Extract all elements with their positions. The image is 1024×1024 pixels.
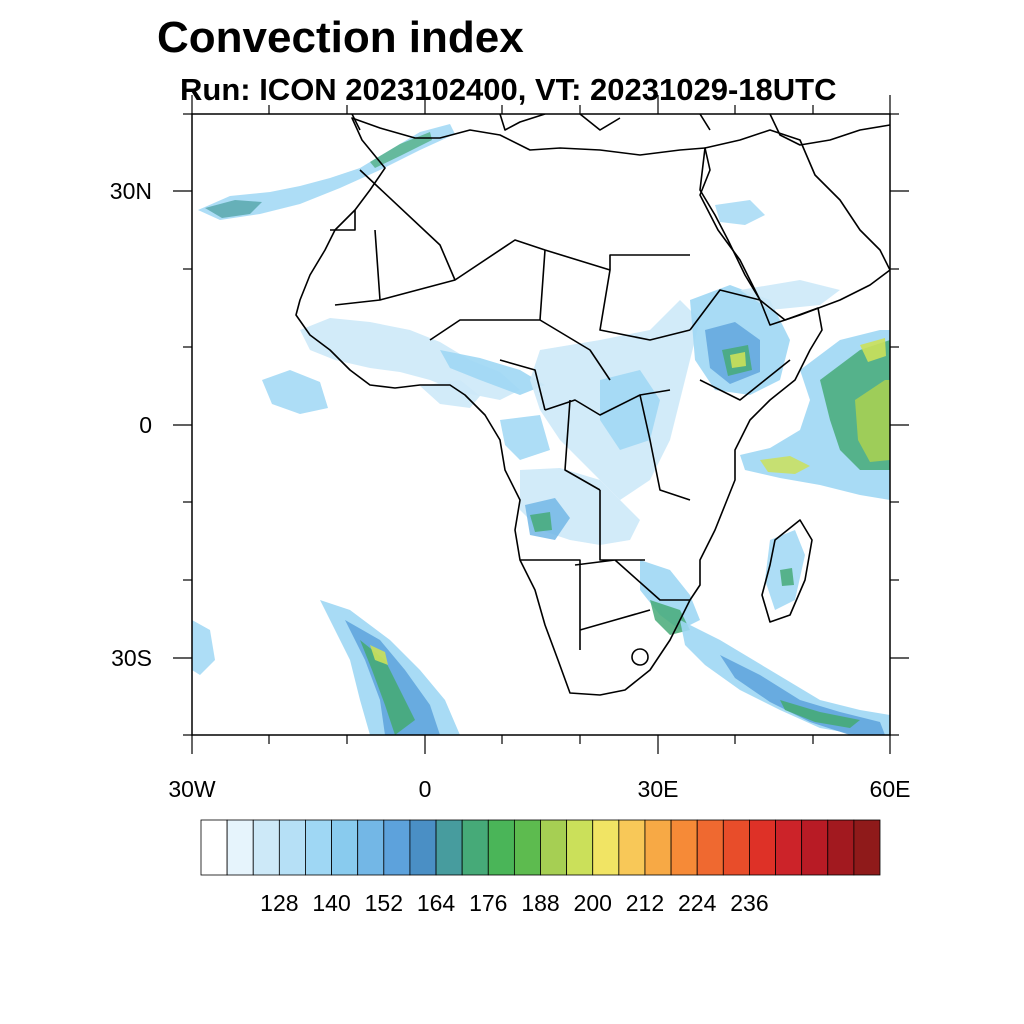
europe-coastline (351, 114, 890, 146)
field-area (640, 560, 700, 630)
field-area (600, 370, 660, 450)
field-area (650, 600, 690, 635)
field-area (192, 620, 215, 675)
field-area (760, 456, 810, 474)
field-area (730, 352, 746, 368)
colorbar-tick-label: 128 (260, 890, 299, 916)
colorbar-tick-label: 224 (678, 890, 717, 916)
lat-label-0: 0 (139, 412, 152, 438)
colorbar-swatch (722, 819, 750, 876)
map-title: Convection index (157, 13, 524, 62)
colorbar-tick-label: 152 (364, 890, 403, 916)
colorbar-swatch (670, 819, 698, 876)
colorbar-swatch (827, 819, 855, 876)
field-area (530, 512, 552, 532)
field-area (360, 640, 415, 735)
field-area (440, 350, 545, 395)
country-borders (330, 169, 791, 650)
colorbar-swatch (409, 819, 437, 876)
colorbar-swatch (513, 819, 541, 876)
field-area (720, 655, 885, 735)
lon-label-30e: 30E (637, 776, 679, 802)
colorbar-swatch (435, 819, 463, 876)
lon-label-30w: 30W (168, 776, 216, 802)
lesotho-border (631, 648, 649, 666)
lat-label-30s: 30S (111, 645, 152, 671)
colorbar-swatch (252, 819, 280, 876)
africa-coastline (295, 117, 823, 696)
field-area (420, 380, 480, 408)
colorbar-swatch (383, 819, 411, 876)
colorbar-swatch (200, 819, 228, 876)
lon-label-60e: 60E (869, 776, 911, 802)
colorbar-tick-label: 188 (521, 890, 560, 916)
field-area (680, 620, 890, 735)
arabia-coastline (699, 129, 890, 326)
colorbar-swatch (644, 819, 672, 876)
field-area (205, 200, 262, 218)
colorbar-swatch (331, 819, 359, 876)
colorbar-swatch (487, 819, 515, 876)
field-area (300, 318, 520, 400)
axis-ticks (173, 95, 909, 754)
colorbar-tick-label: 236 (730, 890, 769, 916)
field-area (740, 280, 840, 310)
colorbar-swatch (775, 819, 803, 876)
field-area (860, 338, 886, 362)
colorbar-tick-label: 176 (469, 890, 508, 916)
colorbar-swatch (540, 819, 568, 876)
colorbar (200, 819, 881, 876)
colorbar-tick-label: 140 (312, 890, 351, 916)
colorbar-swatch (853, 819, 881, 876)
colorbar-tick-label: 200 (573, 890, 612, 916)
field-area (855, 380, 890, 462)
colorbar-swatch (305, 819, 332, 876)
madagascar-coastline (761, 519, 813, 623)
lat-label-30n: 30N (109, 178, 152, 204)
field-area (780, 568, 794, 586)
colorbar-swatch (566, 819, 594, 876)
convection-field (192, 124, 890, 735)
colorbar-swatch (226, 819, 254, 876)
field-area (370, 132, 432, 168)
colorbar-swatch (461, 819, 489, 876)
colorbar-swatch (357, 819, 385, 876)
colorbar-swatch (592, 819, 620, 876)
colorbar-tick-label: 212 (625, 890, 665, 916)
colorbar-tick-label: 164 (416, 890, 456, 916)
coastlines (295, 114, 890, 696)
field-area (715, 200, 765, 225)
field-area (780, 700, 860, 728)
field-area (198, 124, 455, 220)
colorbar-swatch (618, 819, 646, 876)
map-subtitle: Run: ICON 2023102400, VT: 20231029-18UTC (180, 72, 837, 107)
lon-label-0: 0 (418, 776, 432, 802)
field-area (370, 645, 388, 665)
colorbar-swatch (278, 819, 306, 876)
field-area (262, 370, 328, 414)
colorbar-swatch (801, 819, 829, 876)
colorbar-swatch (749, 819, 776, 876)
field-area (500, 415, 550, 460)
colorbar-swatch (696, 819, 724, 876)
